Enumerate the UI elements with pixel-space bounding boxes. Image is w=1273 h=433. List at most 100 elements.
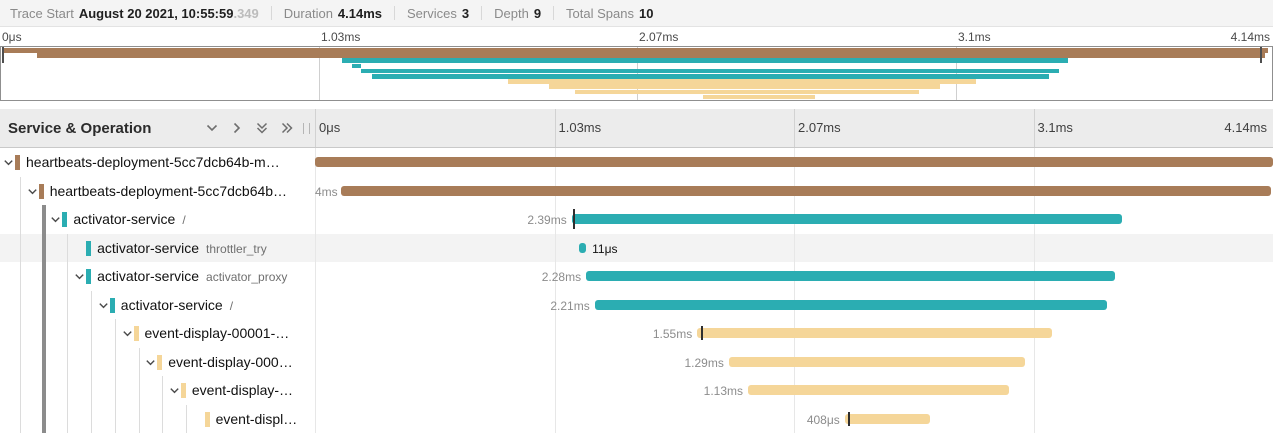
row-collapse-chevron-icon[interactable] (26, 185, 39, 198)
service-color-block (204, 411, 210, 427)
summary-item: Services 3 (407, 6, 469, 21)
minimap-span-bar (342, 58, 1069, 63)
minimap-span-bar (3, 48, 1268, 53)
span-name-cell[interactable]: activator-service / (0, 205, 315, 234)
span-duration-label: 1.29ms (684, 355, 724, 370)
row-collapse-chevron-icon[interactable] (97, 299, 110, 312)
span-bar[interactable] (728, 356, 1025, 367)
minimap-gridline (637, 47, 638, 100)
span-row[interactable]: event-display-… 1.13ms (0, 376, 1273, 405)
axis-tick-label: 3.1ms (1037, 120, 1073, 135)
minimap-canvas[interactable] (0, 46, 1273, 101)
service-color-block (86, 269, 92, 284)
row-collapse-chevron-icon[interactable] (121, 327, 134, 340)
span-timeline-cell: 2.21ms (315, 291, 1273, 320)
minimap-span-bar (372, 74, 1050, 79)
column-resize-handle[interactable] (303, 123, 310, 134)
service-color-block (133, 326, 139, 341)
minimap-right-scrubber-handle[interactable] (1260, 47, 1262, 63)
minimap-span-bar (702, 94, 816, 100)
summary-label: Total Spans (566, 5, 634, 21)
span-name-cell[interactable]: heartbeats-deployment-5cc7dcb64b… (0, 177, 315, 206)
span-duration-label: 2.39ms (527, 213, 567, 227)
span-row[interactable]: activator-service/2.21ms (0, 291, 1273, 320)
minimap-tick-label: 0μs (2, 30, 22, 44)
span-timeline-cell: 2.28ms (315, 262, 1273, 291)
span-name-cell[interactable]: event-display-00001-… (0, 319, 315, 348)
row-collapse-chevron-icon[interactable] (168, 384, 181, 397)
span-name-cell[interactable]: event-display-… (0, 376, 315, 405)
span-name-cell[interactable]: activator-service / (0, 291, 315, 320)
span-name-cell[interactable]: heartbeats-deployment-5cc7dcb64b-m… (0, 148, 315, 177)
timeline-gridline (1033, 148, 1035, 433)
span-log-marker (573, 209, 576, 229)
span-bar[interactable] (748, 385, 1009, 395)
span-timeline-cell: 11μs (315, 234, 1273, 263)
tree-depth-guide (42, 205, 47, 433)
collapse-all-icon[interactable] (279, 120, 295, 136)
axis-tick-label: 1.03ms (558, 120, 602, 135)
span-row[interactable]: activator-service throttler_try 11μs (0, 233, 1273, 263)
summary-item: Trace Start August 20 2021, 10:55:59.349 (10, 6, 259, 21)
summary-divider (270, 6, 272, 20)
span-name-cell[interactable]: event-display-000… (0, 348, 315, 377)
span-bar[interactable] (340, 185, 1272, 196)
expand-one-level-icon[interactable] (204, 120, 220, 136)
row-collapse-chevron-icon[interactable] (49, 213, 62, 226)
summary-label: Depth (494, 5, 529, 21)
axis-gridline (1033, 109, 1035, 147)
summary-divider (394, 6, 396, 20)
span-duration-label: 1.55ms (652, 327, 693, 341)
span-name-cell[interactable]: event-displ… (0, 405, 315, 433)
service-name: activator-service / (73, 211, 186, 227)
minimap-span-bar (37, 53, 1266, 58)
span-name-cell[interactable]: activator-service activator_proxy (0, 262, 315, 291)
span-bar[interactable] (579, 242, 587, 253)
span-row[interactable]: heartbeats-deployment-5cc7dcb64b-m… (0, 148, 1273, 177)
tree-depth-guide (162, 376, 164, 433)
service-operation-title: Service & Operation (8, 119, 152, 137)
row-collapse-chevron-icon[interactable] (2, 156, 15, 169)
summary-label: Duration (283, 5, 333, 21)
row-collapse-chevron-icon[interactable] (73, 270, 86, 283)
span-row[interactable]: event-displ… 408μs (0, 405, 1273, 433)
span-timeline-cell: 1.13ms (315, 376, 1273, 405)
axis-tick-label: 2.07ms (798, 120, 841, 135)
span-timeline-cell: 1.55ms (315, 319, 1273, 348)
span-bar[interactable] (697, 328, 1052, 338)
tree-depth-guide (114, 319, 116, 433)
span-name-cell[interactable]: activator-service throttler_try (0, 234, 315, 263)
span-row[interactable]: activator-service activator_proxy 2.28ms (0, 262, 1273, 291)
span-duration-label: 2.21ms (550, 298, 590, 313)
service-color-block (62, 212, 68, 227)
timeline-gridline (315, 148, 316, 433)
span-bar[interactable] (844, 413, 931, 424)
span-row[interactable]: activator-service/2.39ms (0, 205, 1273, 234)
summary-item: Total Spans 10 (566, 6, 653, 21)
minimap-left-scrubber-handle[interactable] (2, 47, 4, 63)
span-row[interactable]: event-display-000… 1.29ms (0, 348, 1273, 377)
operation-name: / (229, 298, 234, 313)
span-bar[interactable] (571, 214, 1122, 224)
span-bar[interactable] (586, 271, 1115, 281)
axis-gridline (554, 109, 556, 147)
summary-value: 9 (533, 5, 542, 21)
timeline-table-header: Service & Operation 0μs 1.03ms 2.07ms 3.1ms… (0, 109, 1273, 148)
summary-item: Depth 9 (494, 6, 541, 21)
service-name: event-displ… (215, 410, 298, 427)
span-timeline-cell (315, 148, 1273, 177)
span-row[interactable]: event-display-00001-… 1.55ms (0, 319, 1273, 348)
span-bar[interactable] (594, 299, 1108, 310)
span-row[interactable]: heartbeats-deployment-5cc7dcb64b… 4ms (0, 177, 1273, 206)
summary-value: 10 (638, 5, 654, 21)
span-duration-label: 1.13ms (703, 384, 744, 398)
operation-name: throttler_try (206, 241, 267, 256)
timeline-gridline (554, 148, 556, 433)
summary-label: Services (407, 5, 457, 21)
span-bar[interactable] (315, 157, 1273, 167)
row-collapse-chevron-icon[interactable] (144, 356, 157, 369)
service-color-block (180, 383, 186, 398)
expand-all-icon[interactable] (254, 120, 270, 136)
service-operation-header: Service & Operation (0, 109, 315, 147)
collapse-one-level-icon[interactable] (229, 120, 245, 136)
